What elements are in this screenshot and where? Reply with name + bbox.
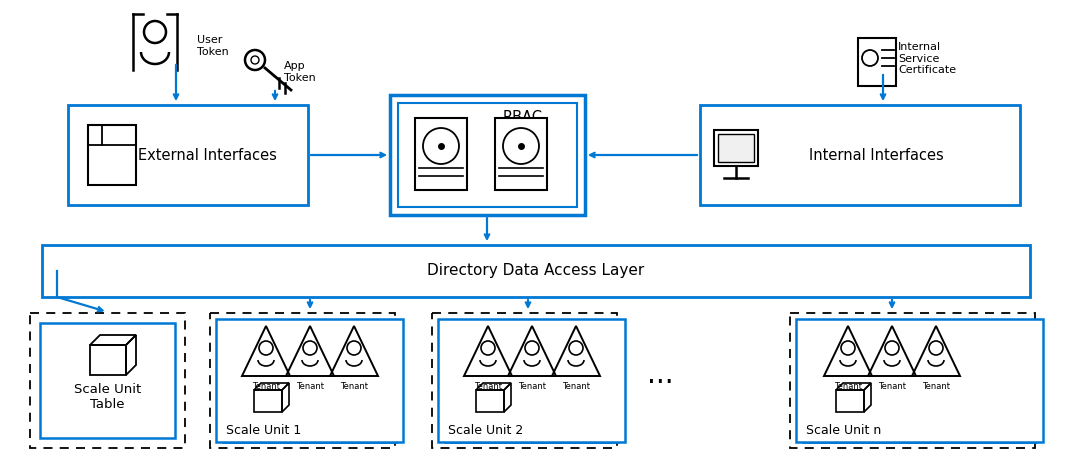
Bar xyxy=(254,390,282,412)
Text: App
Token: App Token xyxy=(284,61,316,83)
Bar xyxy=(476,390,504,412)
Bar xyxy=(230,333,389,442)
Text: Tenant: Tenant xyxy=(518,382,546,391)
Text: Tenant: Tenant xyxy=(878,382,906,391)
Bar xyxy=(210,313,395,448)
Bar xyxy=(40,323,175,438)
Text: Tenant: Tenant xyxy=(252,382,280,391)
Text: Scale Unit n: Scale Unit n xyxy=(806,424,881,437)
Text: Tenant: Tenant xyxy=(922,382,950,391)
Text: User
Token: User Token xyxy=(197,35,229,57)
Bar xyxy=(810,333,1029,442)
Text: External Interfaces: External Interfaces xyxy=(138,148,276,163)
Bar xyxy=(858,38,896,86)
Bar xyxy=(444,326,618,442)
Text: Tenant: Tenant xyxy=(296,382,325,391)
Bar xyxy=(90,345,126,375)
Bar xyxy=(30,313,185,448)
Text: Tenant: Tenant xyxy=(562,382,590,391)
Text: RBAC: RBAC xyxy=(502,110,543,124)
Bar xyxy=(398,103,577,207)
Bar xyxy=(718,134,754,162)
Bar xyxy=(223,326,396,442)
Bar xyxy=(836,390,864,412)
Bar xyxy=(42,245,1030,297)
Text: Internal
Service
Certificate: Internal Service Certificate xyxy=(897,42,956,75)
Bar xyxy=(88,125,136,185)
Text: Tenant: Tenant xyxy=(834,382,862,391)
Bar xyxy=(796,319,1043,442)
Text: Tenant: Tenant xyxy=(340,382,368,391)
Text: Scale Unit
Table: Scale Unit Table xyxy=(74,383,141,411)
Bar xyxy=(790,313,1035,448)
Text: Scale Unit 1: Scale Unit 1 xyxy=(226,424,301,437)
Bar xyxy=(452,333,610,442)
Text: ...: ... xyxy=(647,361,674,389)
Bar xyxy=(414,118,467,190)
Bar xyxy=(495,118,547,190)
Bar xyxy=(67,105,308,205)
Bar xyxy=(714,130,758,166)
Bar xyxy=(390,95,585,215)
Bar xyxy=(432,313,617,448)
Bar xyxy=(438,319,625,442)
Bar xyxy=(216,319,403,442)
Text: Internal Interfaces: Internal Interfaces xyxy=(809,148,944,163)
Bar xyxy=(803,326,1036,442)
Text: Scale Unit 2: Scale Unit 2 xyxy=(448,424,524,437)
Text: Tenant: Tenant xyxy=(474,382,502,391)
Bar xyxy=(700,105,1020,205)
Text: Directory Data Access Layer: Directory Data Access Layer xyxy=(427,263,645,279)
